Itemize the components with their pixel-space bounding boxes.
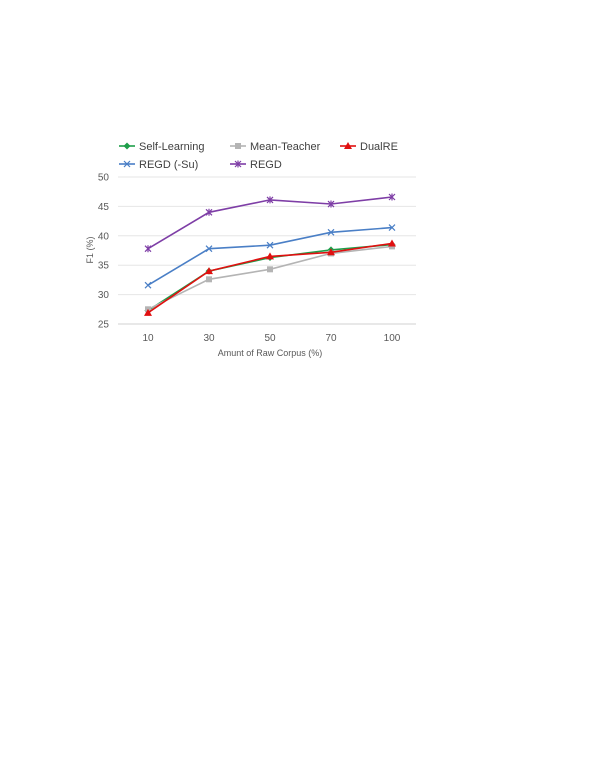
legend-marker xyxy=(123,160,131,168)
x-tick-label: 50 xyxy=(264,333,276,344)
data-point-regd xyxy=(327,200,335,208)
data-point-dualre xyxy=(327,248,335,256)
legend-marker xyxy=(235,143,241,149)
x-axis-label: Amunt of Raw Corpus (%) xyxy=(218,348,323,358)
y-tick-label: 35 xyxy=(98,261,110,272)
y-tick-label: 30 xyxy=(98,290,110,301)
legend-item-self-learning: Self-Learning xyxy=(119,141,204,153)
legend-item-dualre: DualRE xyxy=(340,141,398,153)
legend-label: DualRE xyxy=(360,141,398,153)
legend-label: Self-Learning xyxy=(139,141,204,153)
legend-label: Mean-Teacher xyxy=(250,141,321,153)
data-point-regd-su xyxy=(144,281,152,289)
legend-marker xyxy=(344,142,352,149)
data-point-regd xyxy=(388,193,396,201)
data-point-mean-teacher xyxy=(206,276,212,283)
data-point-regd-su xyxy=(327,228,335,236)
data-point-regd xyxy=(144,245,152,253)
data-point-dualre xyxy=(388,239,396,247)
x-tick-label: 10 xyxy=(142,333,154,344)
data-point-dualre xyxy=(266,252,274,260)
x-tick-label: 30 xyxy=(203,333,215,344)
legend-marker xyxy=(234,160,242,168)
y-tick-label: 50 xyxy=(98,173,110,184)
y-tick-label: 45 xyxy=(98,202,110,213)
legend: Self-Learning Mean-Teacher DualRE REGD (-Su… xyxy=(119,141,398,171)
legend-item-regd: REGD xyxy=(230,159,282,171)
legend-item-regd-su: REGD (-Su) xyxy=(119,159,198,171)
gridlines xyxy=(118,176,416,325)
x-tick-label: 70 xyxy=(325,333,337,344)
legend-label: REGD (-Su) xyxy=(139,159,198,171)
data-point-regd-su xyxy=(388,224,396,231)
series-line-regd xyxy=(147,196,393,250)
legend-marker xyxy=(123,142,131,150)
data-point-mean-teacher xyxy=(267,266,273,273)
y-axis-ticks: 25 30 35 40 45 50 xyxy=(98,173,110,331)
data-point-regd-su xyxy=(205,245,213,253)
legend-label: REGD xyxy=(250,159,282,171)
x-tick-label: 100 xyxy=(384,333,401,344)
series-group xyxy=(144,193,396,316)
data-point-regd xyxy=(205,208,213,216)
data-point-dualre xyxy=(205,267,213,275)
data-point-dualre xyxy=(144,308,152,316)
legend-item-mean-teacher: Mean-Teacher xyxy=(230,141,321,153)
data-point-regd xyxy=(266,196,274,204)
x-axis-ticks: 10 30 50 70 100 xyxy=(142,333,400,344)
y-tick-label: 40 xyxy=(98,231,110,242)
data-point-regd-su xyxy=(266,241,274,249)
y-tick-label: 25 xyxy=(98,320,110,331)
y-axis-label: F1 (%) xyxy=(85,236,95,263)
